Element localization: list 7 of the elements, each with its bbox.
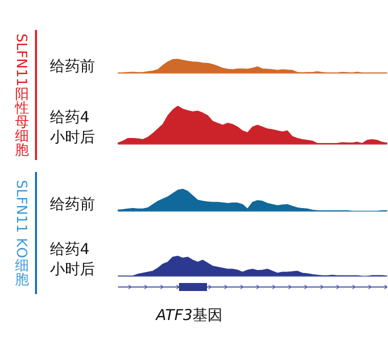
y-axis-title: 给药4小时后 [50,108,95,146]
x-axis-title: ATF3基因 [155,306,223,324]
text: SLFN11 KO细胞 [12,180,29,288]
y-axis-title: 给药4小时后 [50,240,95,278]
y-axis-title: 给药前 [50,57,95,75]
y-axis-title: 给药前 [50,195,95,213]
text: SLFN11阳性母细胞 [12,33,29,159]
